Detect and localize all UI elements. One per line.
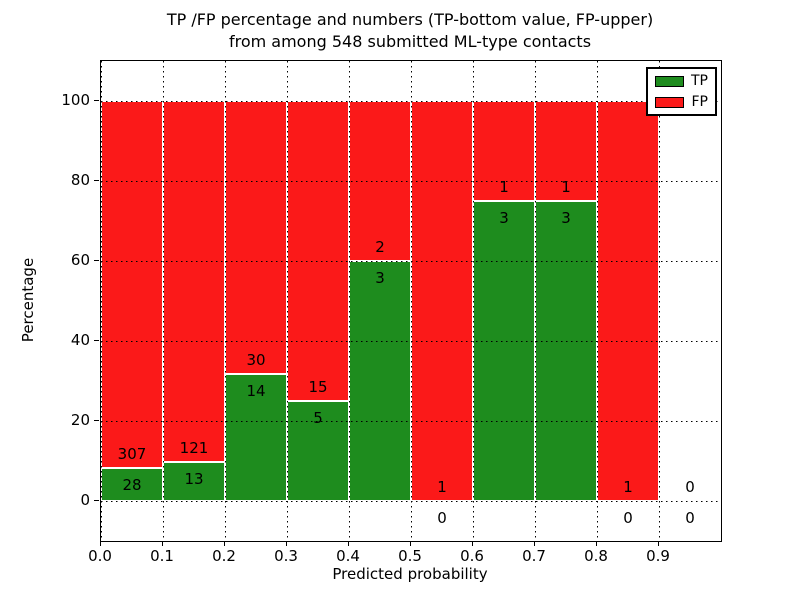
x-tick	[534, 541, 535, 546]
x-tick	[286, 541, 287, 546]
x-tick-label: 0.1	[150, 547, 174, 565]
chart-title-line2: from among 548 submitted ML-type contact…	[228, 32, 592, 51]
x-gridline	[163, 61, 164, 541]
plot-area: 307 28 121 13 30 14 15 5 2 3 1 0 1 3 1 3 1 0 0 0	[100, 60, 722, 542]
x-tick	[224, 541, 225, 546]
x-tick	[162, 541, 163, 546]
x-tick-label: 0.2	[212, 547, 236, 565]
x-gridline	[535, 61, 536, 541]
x-tick	[100, 541, 101, 546]
legend-label-tp: TP	[691, 73, 708, 89]
y-tick-label: 40	[70, 331, 90, 349]
x-tick	[348, 541, 349, 546]
y-tick-label: 60	[70, 251, 90, 269]
bar-label-fp: 1	[561, 178, 571, 196]
bar-label-tp: 0	[685, 509, 695, 527]
x-axis-label: Predicted probability	[332, 565, 488, 583]
bar-label-fp: 1	[437, 478, 447, 496]
bar-label-fp: 307	[117, 444, 147, 463]
fp-color-swatch	[655, 96, 684, 108]
bar-label-tp: 0	[437, 509, 447, 527]
legend-label-fp: FP	[691, 94, 709, 110]
x-gridline	[597, 61, 598, 541]
x-gridline	[225, 61, 226, 541]
bar-label-fp: 1	[623, 478, 633, 496]
bar-label-fp: 15	[308, 378, 328, 396]
bar-segment-fp	[163, 101, 225, 463]
bar-segment-fp	[597, 101, 659, 501]
bar-label-fp: 1	[499, 178, 509, 196]
y-tick	[94, 340, 99, 341]
bar-segment-fp	[101, 101, 163, 468]
x-tick-label: 0.5	[398, 547, 422, 565]
legend: TP FP	[646, 67, 717, 116]
x-tick-label: 0.9	[646, 547, 670, 565]
y-tick	[94, 260, 99, 261]
legend-item-tp: TP	[655, 74, 708, 88]
x-tick	[472, 541, 473, 546]
x-tick-label: 0.0	[88, 547, 112, 565]
bar-segment-tp	[287, 401, 349, 501]
x-tick-label: 0.3	[274, 547, 298, 565]
bar-segment-fp	[225, 101, 287, 374]
x-tick-label: 0.7	[522, 547, 546, 565]
x-gridline	[101, 61, 102, 541]
bar-label-tp: 0	[623, 509, 633, 527]
y-tick	[94, 100, 99, 101]
bar-label-fp: 121	[179, 439, 209, 458]
bar-label-fp: 2	[375, 238, 385, 256]
chart-title-line1: TP /FP percentage and numbers (TP-bottom…	[166, 10, 654, 29]
bar-label-tp: 3	[375, 269, 385, 287]
y-tick-label: 0	[80, 491, 90, 509]
bar-label-tp: 28	[122, 475, 142, 494]
x-gridline	[473, 61, 474, 541]
x-tick	[410, 541, 411, 546]
x-tick	[596, 541, 597, 546]
tp-color-swatch	[655, 75, 684, 87]
x-tick-label: 0.8	[584, 547, 608, 565]
bar-segment-tp	[349, 261, 411, 501]
chart-title: TP /FP percentage and numbers (TP-bottom…	[100, 9, 720, 53]
bar-label-fp: 30	[246, 350, 266, 369]
y-tick-label: 20	[70, 411, 90, 429]
x-tick-label: 0.6	[460, 547, 484, 565]
x-tick-label: 0.4	[336, 547, 360, 565]
x-gridline	[411, 61, 412, 541]
bar-segment-tp	[473, 201, 535, 501]
bar-segment-tp	[535, 201, 597, 501]
bar-segment-fp	[411, 101, 473, 501]
y-tick	[94, 420, 99, 421]
bar-label-tp: 14	[246, 381, 266, 400]
bar-label-fp: 0	[685, 478, 695, 496]
bar-label-tp: 3	[561, 209, 571, 227]
bar-label-tp: 3	[499, 209, 509, 227]
x-gridline	[349, 61, 350, 541]
y-tick-label: 80	[70, 171, 90, 189]
y-axis-label: Percentage	[19, 257, 37, 343]
y-tick-label: 100	[61, 91, 90, 109]
x-tick	[658, 541, 659, 546]
bar-segment-fp	[287, 101, 349, 401]
y-tick	[94, 180, 99, 181]
y-tick	[94, 500, 99, 501]
x-gridline	[287, 61, 288, 541]
bar-label-tp: 13	[184, 470, 204, 489]
bar-segment-tp	[101, 467, 163, 501]
legend-item-fp: FP	[655, 95, 708, 109]
x-gridline	[659, 61, 660, 541]
bar-label-tp: 5	[313, 409, 323, 427]
bar-segment-tp	[163, 462, 225, 501]
